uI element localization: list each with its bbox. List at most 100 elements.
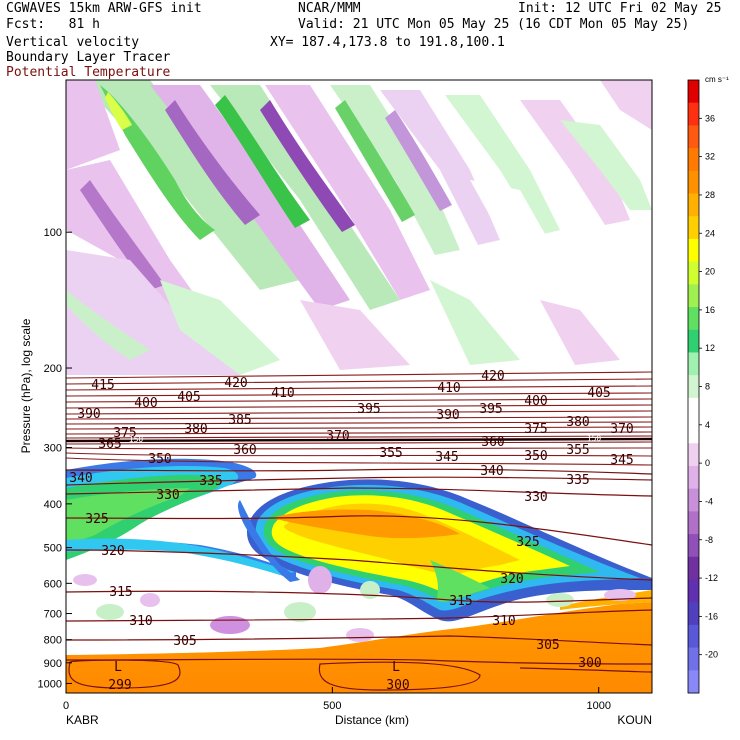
theta-label: 315 xyxy=(449,594,472,609)
theta-label: 375 xyxy=(113,426,136,441)
y-axis-label: Pressure (hPa), log scale xyxy=(19,318,33,453)
colorbar-swatch xyxy=(688,624,699,649)
colorbar-swatch xyxy=(688,556,699,580)
colorbar-swatch xyxy=(688,579,699,603)
colorbar-swatch xyxy=(688,102,699,126)
theta-label: 360 xyxy=(481,435,504,450)
theta-contours-upper xyxy=(66,371,652,466)
forecast-hour: Fcst: 81 h xyxy=(6,17,100,32)
theta-label: 390 xyxy=(436,408,459,423)
colorbar-swatch xyxy=(688,261,699,285)
colorbar-swatch xyxy=(688,80,699,104)
tracer-band-upper xyxy=(66,458,296,580)
theta-label: 345 xyxy=(610,453,633,468)
theta-label: 345 xyxy=(435,450,458,465)
cross-section-xy: XY= 187.4,173.8 to 191.8,100.1 xyxy=(270,35,505,50)
right-endpoint-label: KOUN xyxy=(617,713,652,727)
theta-label: 335 xyxy=(566,473,589,488)
boundary-layer-mass xyxy=(66,602,652,693)
axis-ticks xyxy=(65,231,600,693)
theta-label: 320 xyxy=(500,572,523,587)
theta-label: 350 xyxy=(148,452,171,467)
colorbar-swatch xyxy=(688,125,699,149)
theta-label: 330 xyxy=(156,488,179,503)
colorbar-tick-label: -4 xyxy=(705,496,713,506)
colorbar-swatch xyxy=(688,170,699,195)
x-tick-label: 500 xyxy=(323,700,341,712)
colorbar-swatch xyxy=(688,148,699,172)
colorbar-swatch xyxy=(688,329,699,353)
colorbar-tick-label: 12 xyxy=(705,343,715,353)
marker-label: 150 xyxy=(129,435,144,444)
theta-label: 325 xyxy=(85,512,108,527)
y-tick-label: 600 xyxy=(44,578,62,590)
theta-label: 305 xyxy=(536,638,559,653)
marker-label: L xyxy=(392,660,400,675)
colorbar-tick-label: 28 xyxy=(705,190,715,200)
x-tick-label: 0 xyxy=(63,700,69,712)
theta-label: 370 xyxy=(610,422,633,437)
field-vertical-velocity: Vertical velocity xyxy=(6,35,140,50)
x-axis-label: Distance (km) xyxy=(335,713,409,727)
colorbar-swatch xyxy=(688,375,699,399)
colorbar-tick-label: 4 xyxy=(705,420,710,430)
theta-label: 300 xyxy=(578,656,601,671)
colorbar-tick-label: -8 xyxy=(705,535,713,545)
colorbar-swatch xyxy=(688,602,699,626)
low-and-level-labels: L L 150 150 xyxy=(114,434,601,675)
colorbar-swatch xyxy=(688,193,699,217)
colorbar-swatch xyxy=(688,397,699,422)
theta-label: 375 xyxy=(524,422,547,437)
theta-label: 410 xyxy=(271,386,294,401)
field-boundary-layer-tracer: Boundary Layer Tracer xyxy=(6,50,171,65)
left-endpoint-label: KABR xyxy=(66,713,99,727)
colorbar-swatch xyxy=(688,238,699,263)
y-tick-label: 1000 xyxy=(38,678,62,690)
theta-label: 395 xyxy=(479,402,502,417)
colorbar-swatch xyxy=(688,216,699,240)
colorbar-swatch xyxy=(688,307,699,331)
theta-label: 300 xyxy=(386,678,409,693)
y-tick-label: 200 xyxy=(44,363,62,375)
marker-label: L xyxy=(114,660,122,675)
colorbar-tick-label: 8 xyxy=(705,382,710,392)
colorbar-swatch xyxy=(688,511,699,535)
theta-label: 390 xyxy=(77,407,100,422)
colorbar-swatch xyxy=(688,443,699,467)
init-time: Init: 12 UTC Fri 02 May 25 xyxy=(518,1,722,16)
theta-label: 420 xyxy=(224,376,247,391)
colorbar-tick-label: -16 xyxy=(705,611,718,621)
theta-label: 330 xyxy=(524,490,547,505)
theta-label: 400 xyxy=(524,394,547,409)
colorbar-swatch xyxy=(688,670,699,694)
colorbar-tick-label: 16 xyxy=(705,305,715,315)
colorbar-swatch xyxy=(688,488,699,512)
theta-label: 395 xyxy=(357,402,380,417)
y-tick-label: 700 xyxy=(44,609,62,621)
colorbar-tick-labels: 36 32 28 24 20 16 12 8 4 0 -4 -8 -12 -16 -20 xyxy=(699,113,718,660)
colorbar-swatch xyxy=(688,284,699,308)
colorbar-swatch xyxy=(688,465,699,490)
colorbar-tick-label: -12 xyxy=(705,573,718,583)
y-tick-label: 800 xyxy=(44,635,62,647)
y-tick-label: 300 xyxy=(44,442,62,454)
colorbar-unit: cm s⁻¹ xyxy=(705,75,729,84)
colorbar-tick-label: 24 xyxy=(705,228,715,238)
theta-contours-lower xyxy=(66,468,652,691)
theta-label: 400 xyxy=(134,396,157,411)
colorbar-tick-label: 0 xyxy=(705,458,710,468)
theta-label: 405 xyxy=(177,390,200,405)
center-label: NCAR/MMM xyxy=(298,1,361,16)
colorbar-swatch xyxy=(688,647,699,671)
theta-label: 335 xyxy=(199,474,222,489)
y-tick-label: 100 xyxy=(44,227,62,239)
y-tick-label: 500 xyxy=(44,543,62,555)
field-potential-temperature: Potential Temperature xyxy=(6,65,171,80)
theta-label: 420 xyxy=(481,369,504,384)
x-tick-labels: 0 500 1000 xyxy=(63,700,611,712)
theta-label: 410 xyxy=(437,381,460,396)
theta-label: 325 xyxy=(516,535,539,550)
theta-label: 310 xyxy=(492,614,515,629)
plot-frame xyxy=(65,79,653,694)
